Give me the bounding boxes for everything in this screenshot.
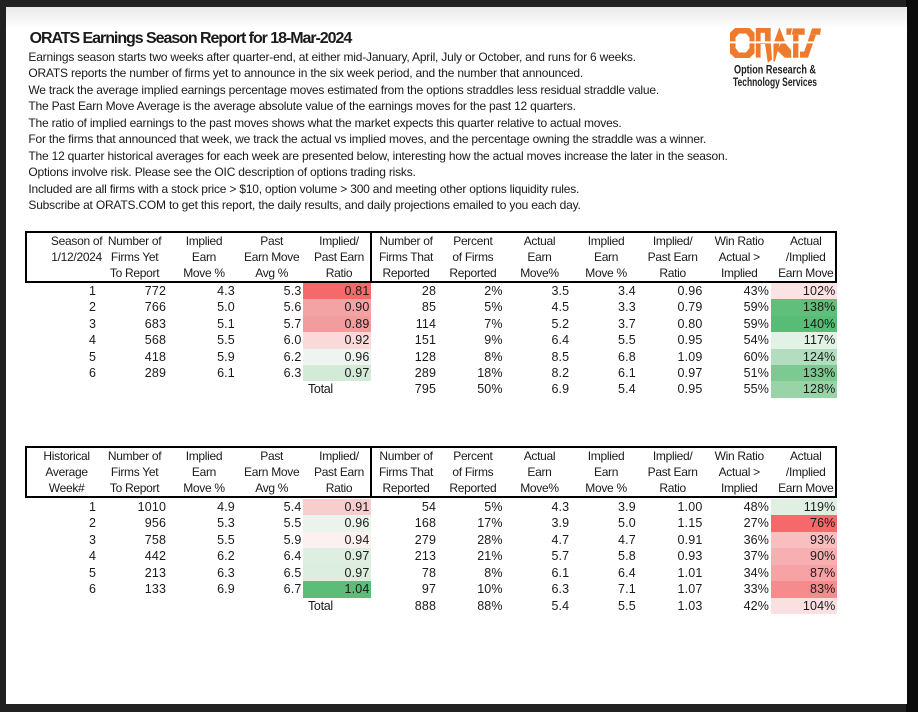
svg-text:Option Research &: Option Research & (734, 65, 816, 77)
svg-text:Technology Services: Technology Services (733, 77, 817, 89)
